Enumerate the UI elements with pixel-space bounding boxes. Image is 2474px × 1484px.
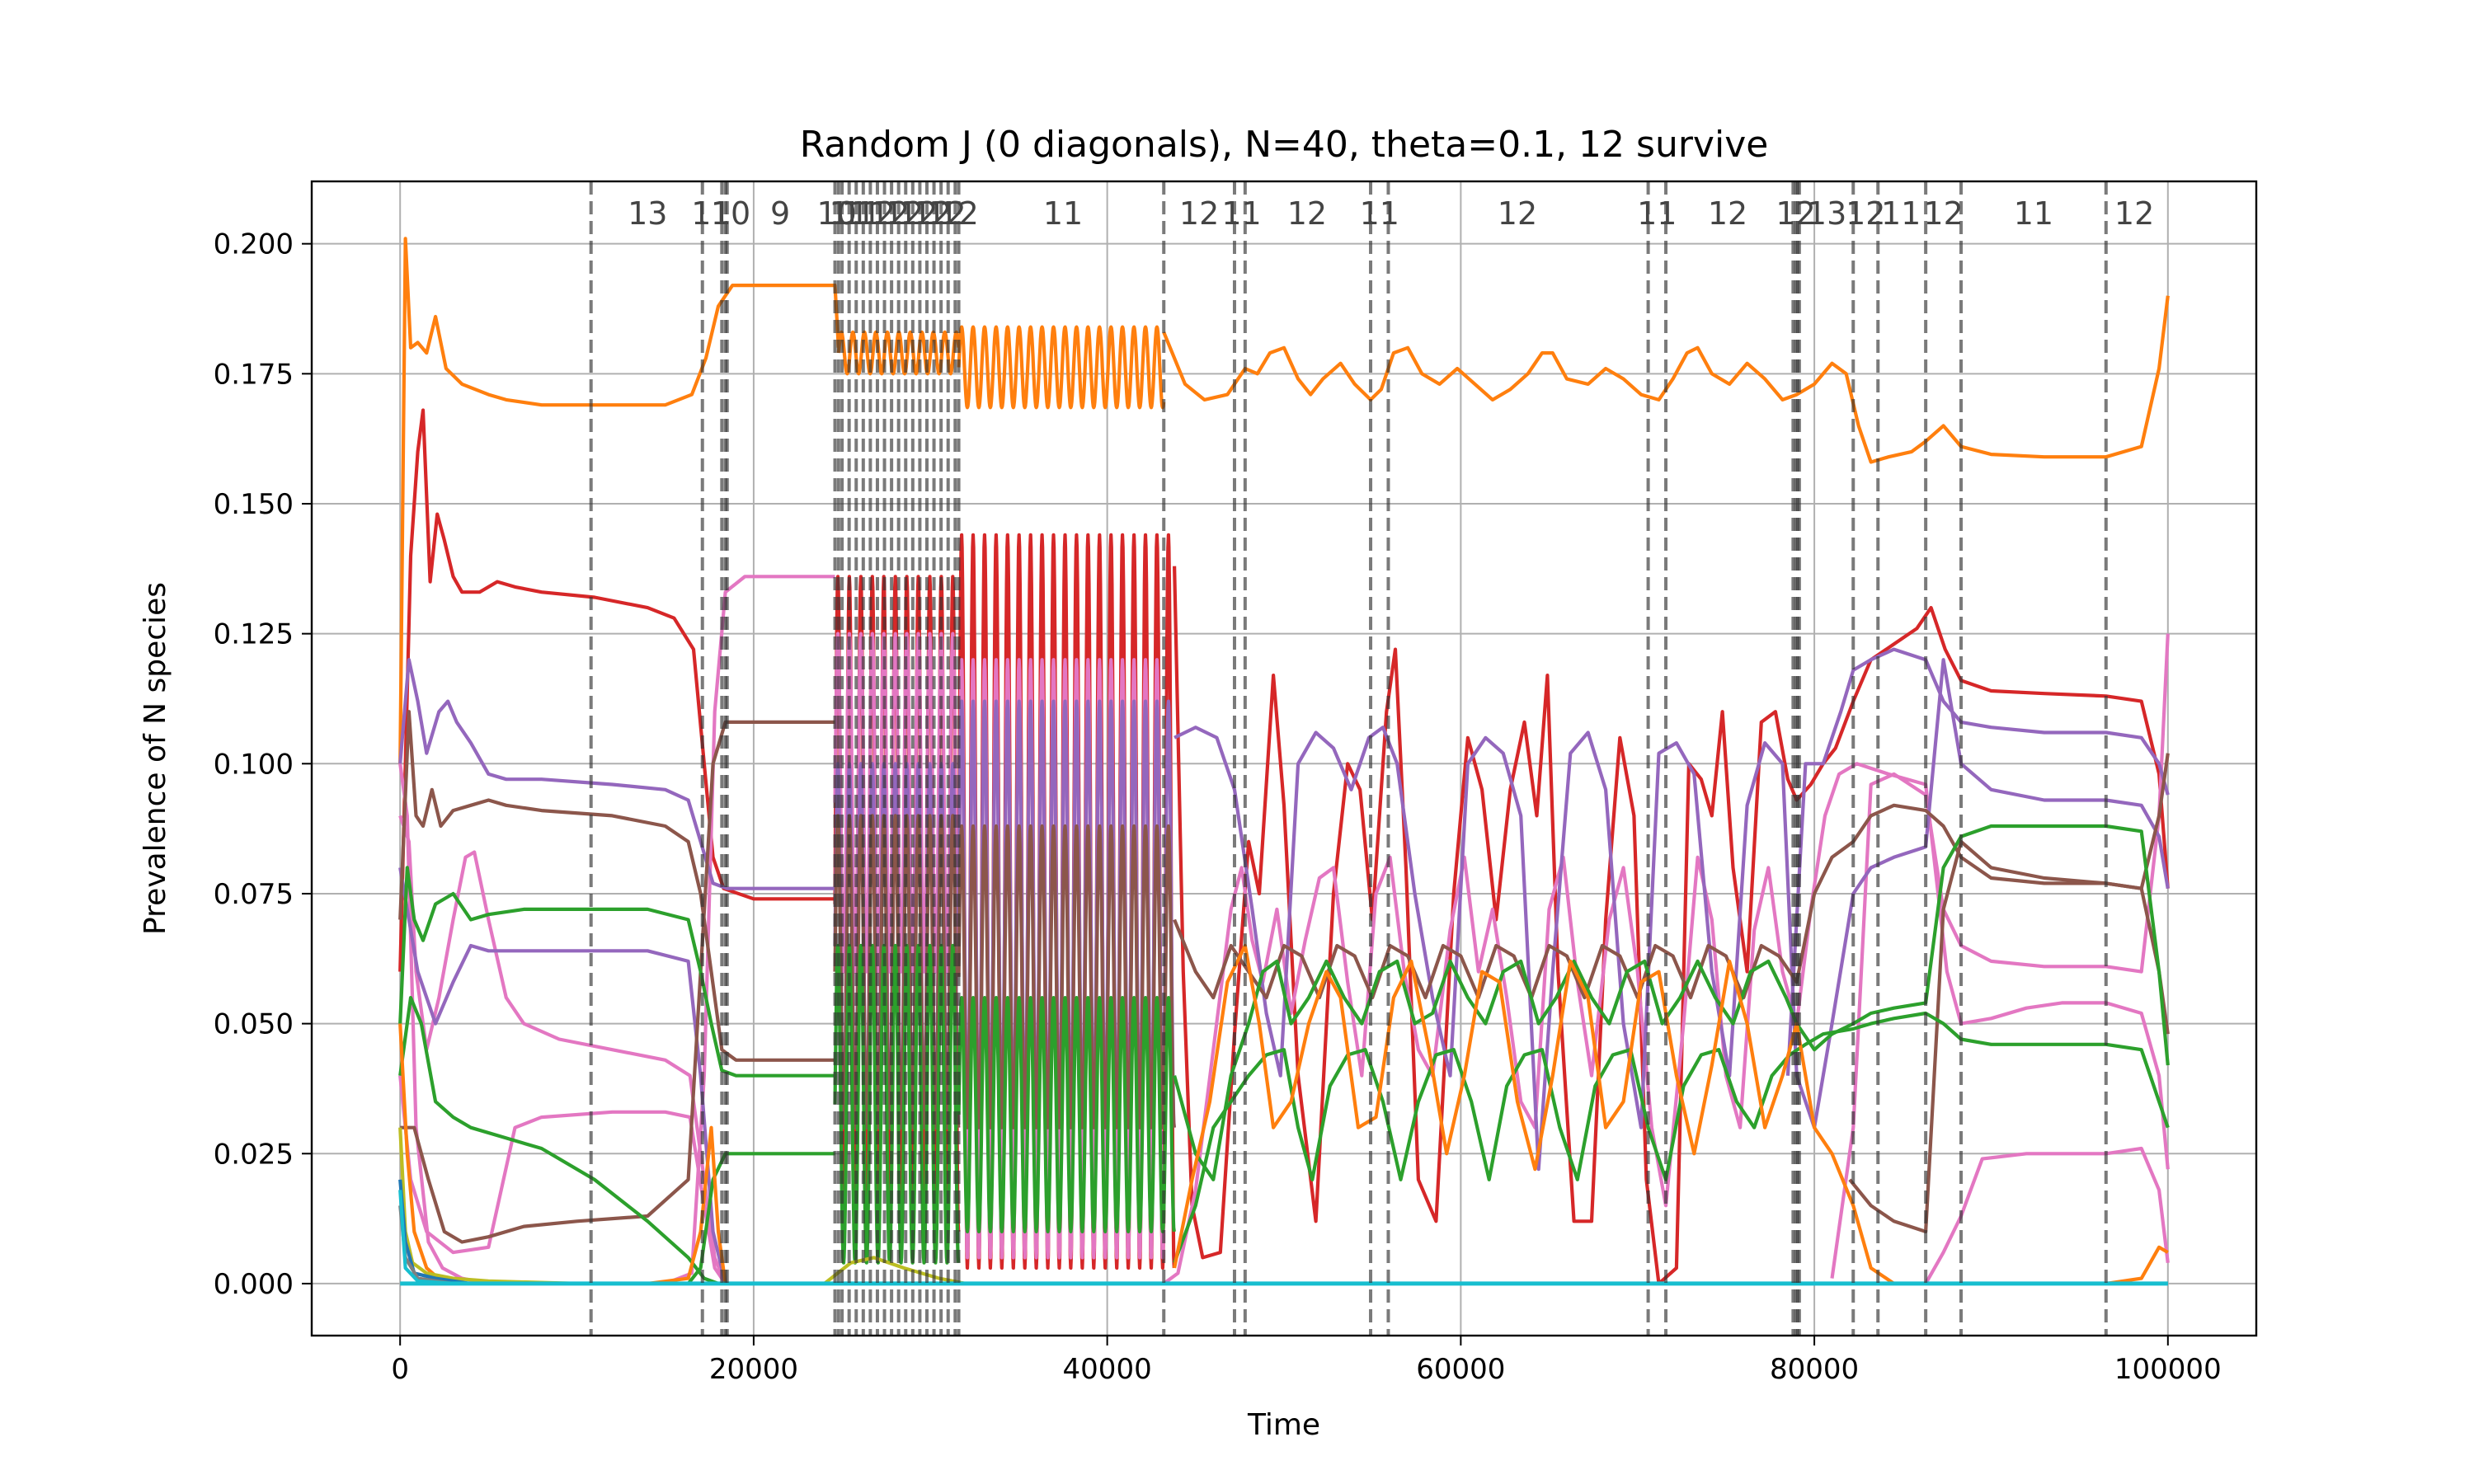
series-line-green bbox=[1173, 824, 2170, 1181]
segment-count-label: 11 bbox=[1043, 195, 1083, 232]
segment-count-label: 12 bbox=[926, 195, 966, 232]
x-axis-label: Time bbox=[1247, 1408, 1320, 1442]
y-tick-label: 0.125 bbox=[214, 618, 294, 651]
segment-count-label: 12 bbox=[2114, 195, 2154, 232]
series-line-green bbox=[1173, 1011, 2170, 1264]
segment-count-label: 13 bbox=[628, 195, 667, 232]
segment-count-label: 12 bbox=[856, 195, 896, 232]
segment-count-label: 12 bbox=[1846, 195, 1885, 232]
plot-frame bbox=[310, 180, 2258, 1337]
segment-count-label: 11 bbox=[2014, 195, 2053, 232]
series-line-orange bbox=[957, 325, 1166, 410]
segment-count-label: 11 bbox=[1360, 195, 1399, 232]
segment-count-label: 10 bbox=[711, 195, 750, 232]
series-line-pink bbox=[1884, 1146, 2170, 1285]
y-tick-label: 0.050 bbox=[214, 1008, 294, 1041]
chart-title: Random J (0 diagonals), N=40, theta=0.1,… bbox=[800, 124, 1769, 166]
series-line-brown bbox=[400, 720, 835, 1244]
series-line-purple bbox=[398, 867, 835, 1285]
segment-count-label: 12 bbox=[1498, 195, 1537, 232]
y-tick-label: 0.075 bbox=[214, 878, 294, 911]
segment-count-label: 12 bbox=[912, 195, 952, 232]
x-tick-label: 20000 bbox=[709, 1353, 798, 1386]
segment-count-label: 11 bbox=[1881, 195, 1921, 232]
y-tick-label: 0.000 bbox=[214, 1268, 294, 1301]
segment-count-label: 10 bbox=[816, 195, 856, 232]
y-tick-label: 0.150 bbox=[214, 488, 294, 521]
x-tick-label: 60000 bbox=[1416, 1353, 1505, 1386]
segment-count-label: 11 bbox=[691, 195, 731, 232]
series-line-orange bbox=[1173, 943, 2169, 1285]
segment-count-label: 9 bbox=[770, 195, 790, 232]
segment-count-label: 12 bbox=[1708, 195, 1747, 232]
series-line-orange bbox=[398, 237, 840, 764]
y-axis-label: Prevalence of N species bbox=[139, 582, 172, 935]
segment-count-label: 12 bbox=[1179, 195, 1219, 232]
segment-count-label: 12 bbox=[884, 195, 924, 232]
segment-count-label: 11 bbox=[1637, 195, 1677, 232]
y-axis: 0.000 0.025 0.050 0.075 0.100 0.125 0.150 0.175… bbox=[214, 228, 312, 1301]
x-tick-label: 0 bbox=[391, 1353, 409, 1386]
series-line-brown bbox=[398, 710, 835, 1062]
series-line-orange bbox=[1162, 295, 2170, 464]
segment-count-label: 11 bbox=[829, 195, 868, 232]
segment-count-label: 13 bbox=[1807, 195, 1846, 232]
segment-count-label: 12 bbox=[1287, 195, 1327, 232]
series-line-green bbox=[686, 1152, 835, 1285]
vertical-markers bbox=[589, 181, 2108, 1336]
segment-count-label: 11 bbox=[841, 195, 881, 232]
y-tick-label: 0.100 bbox=[214, 748, 294, 781]
segment-count-label: 12 bbox=[1923, 195, 1963, 232]
segment-count-label: 12 bbox=[898, 195, 938, 232]
segment-count-label: 11 bbox=[1221, 195, 1261, 232]
y-tick-label: 0.200 bbox=[214, 228, 294, 261]
series-line-purple bbox=[1174, 658, 2170, 1172]
segment-count-label: 12 bbox=[1776, 195, 1815, 232]
x-tick-label: 80000 bbox=[1770, 1353, 1859, 1386]
series-line-purple bbox=[398, 658, 835, 890]
y-tick-label: 0.175 bbox=[214, 358, 294, 391]
series-line-brown bbox=[957, 824, 1176, 1129]
segment-count-label: 12 bbox=[870, 195, 910, 232]
series-line-purple bbox=[1785, 647, 2170, 1076]
series-line-pink bbox=[398, 1075, 835, 1285]
y-tick-label: 0.025 bbox=[214, 1138, 294, 1171]
x-axis: 0 20000 40000 60000 80000 100000 bbox=[391, 1336, 2222, 1386]
x-tick-label: 100000 bbox=[2114, 1353, 2222, 1386]
series-lines bbox=[398, 237, 2170, 1286]
series-line-green bbox=[957, 996, 1176, 1233]
x-tick-label: 40000 bbox=[1063, 1353, 1152, 1386]
series-line-brown bbox=[1848, 839, 2170, 1233]
segment-count-label: 12 bbox=[938, 195, 978, 232]
series-line-green bbox=[398, 866, 835, 1078]
